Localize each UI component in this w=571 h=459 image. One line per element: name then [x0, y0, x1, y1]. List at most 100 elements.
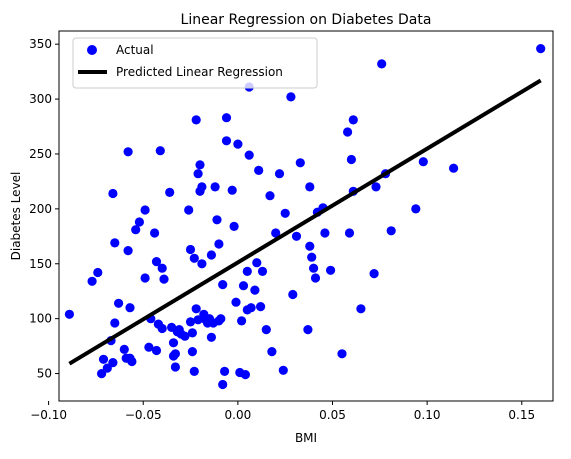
y-tick-label: 200	[29, 202, 52, 216]
data-point	[280, 208, 290, 218]
data-point	[214, 239, 224, 249]
y-tick-label: 350	[29, 37, 52, 51]
data-point	[346, 154, 356, 165]
data-point	[252, 258, 262, 268]
data-point	[356, 304, 366, 314]
data-point	[114, 298, 124, 308]
data-point	[187, 328, 197, 338]
data-point	[386, 226, 396, 236]
data-point	[238, 281, 249, 291]
data-point	[337, 349, 347, 359]
x-tick-label: −0.10	[30, 408, 67, 422]
data-point	[206, 250, 216, 260]
y-axis-label: Diabetes Level	[9, 172, 23, 261]
data-point	[212, 215, 222, 225]
data-point	[197, 259, 207, 269]
data-point	[265, 191, 275, 201]
legend-box	[72, 37, 318, 89]
data-point	[221, 113, 232, 123]
data-point	[123, 147, 133, 157]
data-point	[377, 59, 387, 69]
data-point	[278, 365, 288, 375]
data-point	[64, 309, 74, 319]
data-point	[123, 246, 133, 256]
data-point	[220, 366, 230, 376]
data-point	[261, 325, 271, 335]
data-point	[93, 267, 103, 278]
data-point	[98, 354, 109, 364]
data-point	[310, 273, 321, 283]
data-point	[305, 241, 315, 251]
data-point	[218, 280, 228, 290]
data-point	[189, 366, 199, 376]
data-point	[418, 157, 428, 167]
data-point	[185, 244, 196, 255]
data-point	[274, 169, 285, 179]
data-point	[184, 205, 194, 215]
data-point	[343, 127, 353, 137]
y-tick-label: 150	[29, 257, 52, 271]
legend: Actual Predicted Linear Regression	[72, 37, 318, 89]
data-point	[108, 358, 118, 368]
data-point	[240, 370, 250, 380]
legend-label-predicted: Predicted Linear Regression	[116, 65, 283, 79]
data-point	[165, 187, 175, 197]
data-point	[320, 228, 330, 238]
data-point	[267, 347, 277, 357]
y-tick-label: 50	[37, 367, 52, 381]
y-tick-label: 300	[29, 92, 52, 106]
data-point	[155, 146, 165, 156]
data-point	[140, 205, 150, 215]
data-point	[193, 315, 203, 325]
data-point	[411, 204, 421, 214]
data-point	[150, 228, 160, 238]
data-point	[288, 289, 298, 300]
plot-frame	[58, 30, 554, 402]
data-point	[233, 139, 243, 149]
data-point	[108, 188, 118, 199]
x-tick-label: 0.10	[414, 408, 441, 422]
x-tick-label: 0.15	[508, 408, 535, 422]
legend-label-actual: Actual	[116, 43, 154, 57]
data-point	[257, 266, 268, 276]
data-point	[197, 182, 207, 192]
data-point	[151, 257, 162, 267]
data-point	[97, 369, 107, 379]
data-point	[87, 276, 97, 286]
chart-title: Linear Regression on Diabetes Data	[181, 12, 432, 28]
data-point	[127, 356, 137, 367]
data-point	[449, 163, 459, 173]
data-point	[193, 169, 203, 179]
data-point	[295, 158, 305, 168]
y-axis: 50 100 150 200 250 300 350	[29, 37, 59, 381]
data-point	[110, 238, 120, 248]
regression-line	[68, 78, 542, 366]
data-point	[344, 228, 355, 238]
plot-area	[58, 30, 554, 402]
data-point	[144, 342, 154, 352]
data-point	[229, 221, 239, 231]
data-point	[271, 228, 281, 238]
x-tick-label: 0.00	[225, 408, 252, 422]
data-point	[348, 115, 358, 125]
data-point	[210, 182, 220, 192]
data-point	[131, 225, 141, 235]
data-point	[180, 331, 190, 341]
y-tick-label: 100	[29, 312, 52, 326]
data-point	[246, 303, 256, 313]
data-point	[159, 274, 169, 284]
data-point	[119, 344, 129, 354]
data-point	[134, 217, 144, 227]
data-point	[110, 318, 120, 328]
data-point	[303, 325, 313, 335]
data-point	[185, 317, 196, 327]
x-axis-label: BMI	[295, 431, 317, 445]
data-point	[536, 44, 546, 54]
data-point	[237, 316, 247, 326]
x-tick-label: −0.05	[125, 408, 162, 422]
data-point	[206, 332, 216, 342]
x-tick-label: 0.05	[319, 408, 346, 422]
data-point	[189, 253, 199, 263]
data-point	[191, 304, 201, 314]
